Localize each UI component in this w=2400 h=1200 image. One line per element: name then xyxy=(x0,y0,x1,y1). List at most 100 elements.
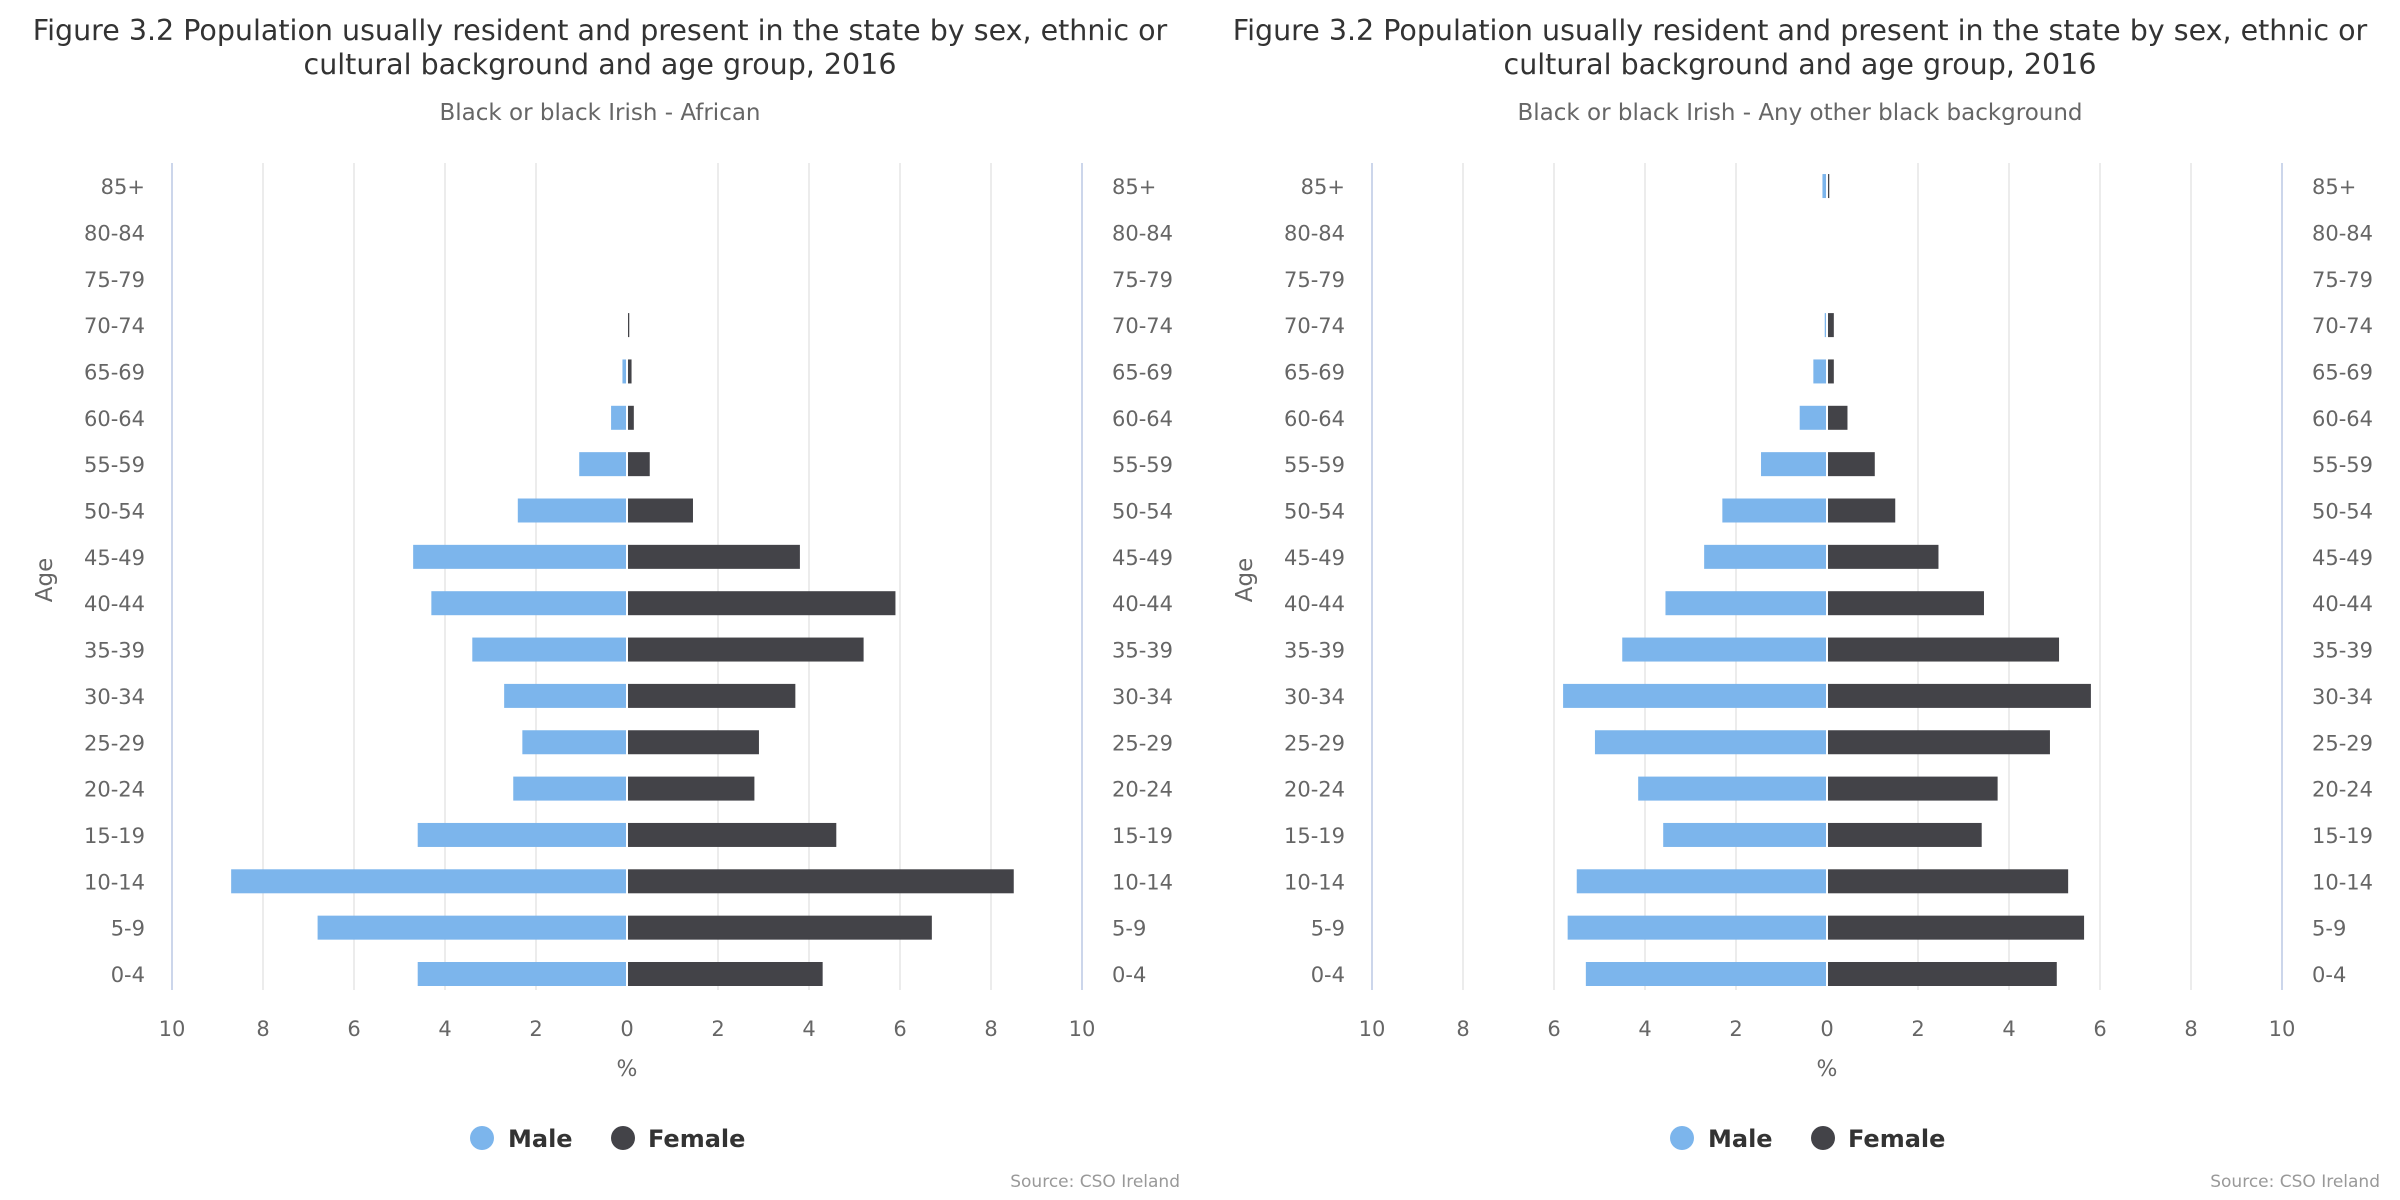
y-tick-label-left: 25-29 xyxy=(84,731,145,755)
bar-female[interactable] xyxy=(627,498,693,523)
bar-male[interactable] xyxy=(417,962,627,986)
bar-male[interactable] xyxy=(417,822,627,847)
bar-male[interactable] xyxy=(513,776,627,801)
bar-male[interactable] xyxy=(1761,452,1827,477)
source-credit[interactable]: Source: CSO Ireland xyxy=(1010,1172,1180,1192)
bar-female[interactable] xyxy=(1827,776,1998,801)
chart-panel-african: Figure 3.2 Population usually resident a… xyxy=(32,14,1180,1192)
x-tick-label: 0 xyxy=(620,1017,633,1041)
bar-female[interactable] xyxy=(627,822,837,847)
y-tick-label-left: 50-54 xyxy=(1284,500,1345,524)
y-tick-label-right: 65-69 xyxy=(2312,360,2373,384)
bar-male[interactable] xyxy=(1824,313,1827,338)
bar-male[interactable] xyxy=(1663,822,1827,847)
bar-female[interactable] xyxy=(1827,452,1875,477)
y-tick-label-right: 70-74 xyxy=(1112,314,1173,338)
bar-female[interactable] xyxy=(627,452,650,477)
bar-female[interactable] xyxy=(1827,683,2091,708)
x-tick-label: 4 xyxy=(802,1017,815,1041)
bar-male[interactable] xyxy=(1813,359,1827,384)
y-tick-label-right: 15-19 xyxy=(2312,824,2373,848)
bar-female[interactable] xyxy=(627,591,896,616)
bar-female[interactable] xyxy=(627,915,932,940)
bar-male[interactable] xyxy=(579,452,627,477)
bar-male[interactable] xyxy=(413,544,627,569)
y-tick-label-left: 45-49 xyxy=(1284,546,1345,570)
bar-male[interactable] xyxy=(517,498,627,523)
bar-female[interactable] xyxy=(1827,498,1896,523)
bar-female[interactable] xyxy=(1827,962,2057,986)
legend-label: Female xyxy=(1848,1125,1945,1153)
bar-male[interactable] xyxy=(1594,730,1827,755)
bar-female[interactable] xyxy=(627,637,864,662)
bar-male[interactable] xyxy=(431,591,627,616)
y-tick-label-right: 40-44 xyxy=(2312,592,2373,616)
legend-item-male[interactable]: Male xyxy=(470,1125,573,1153)
bar-male[interactable] xyxy=(1567,915,1827,940)
bar-male[interactable] xyxy=(317,915,627,940)
legend-item-female[interactable]: Female xyxy=(611,1125,745,1153)
bar-male[interactable] xyxy=(231,869,627,894)
bar-male[interactable] xyxy=(1638,776,1827,801)
y-tick-label-left: 0-4 xyxy=(1311,963,1345,987)
bar-male[interactable] xyxy=(472,637,627,662)
bar-male[interactable] xyxy=(1799,405,1827,430)
legend-marker xyxy=(611,1126,635,1150)
bar-female[interactable] xyxy=(1827,915,2085,940)
bar-female[interactable] xyxy=(627,869,1014,894)
x-tick-label: 4 xyxy=(2002,1017,2015,1041)
y-tick-label-right: 35-39 xyxy=(1112,639,1173,663)
bar-male[interactable] xyxy=(1665,591,1827,616)
chart-subtitle: Black or black Irish - African xyxy=(439,100,761,126)
bar-female[interactable] xyxy=(1827,822,1982,847)
bar-female[interactable] xyxy=(627,359,632,384)
bar-male[interactable] xyxy=(1576,869,1827,894)
bar-female[interactable] xyxy=(1827,174,1830,199)
y-tick-label-left: 65-69 xyxy=(84,360,145,384)
source-credit[interactable]: Source: CSO Ireland xyxy=(2210,1172,2380,1192)
y-tick-label-right: 75-79 xyxy=(1112,268,1173,292)
legend: Male Female xyxy=(470,1125,745,1153)
y-tick-label-right: 20-24 xyxy=(2312,778,2373,802)
y-tick-label-left: 75-79 xyxy=(1284,268,1345,292)
chart-panel-other-black: Figure 3.2 Population usually resident a… xyxy=(1200,0,2400,1200)
bar-female[interactable] xyxy=(627,313,630,338)
bar-male[interactable] xyxy=(1622,637,1827,662)
bar-female[interactable] xyxy=(1827,730,2050,755)
bar-female[interactable] xyxy=(627,683,796,708)
y-tick-label-left: 75-79 xyxy=(84,268,145,292)
y-tick-label-right: 70-74 xyxy=(2312,314,2373,338)
bar-female[interactable] xyxy=(1827,313,1834,338)
bar-female[interactable] xyxy=(627,405,634,430)
y-tick-label-left: 55-59 xyxy=(1284,453,1345,477)
bar-male[interactable] xyxy=(1704,544,1827,569)
pyramid-chart: 10 8 6 4 2 0 2 4 6 8 10 0-4 0-4 5-9 5-9 10-14 10-14 15-19… xyxy=(32,163,1173,1153)
y-tick-label-left: 80-84 xyxy=(84,221,145,245)
bar-female[interactable] xyxy=(627,730,759,755)
bar-female[interactable] xyxy=(627,962,823,986)
legend-item-male[interactable]: Male xyxy=(1670,1125,1773,1153)
y-tick-label-left: 15-19 xyxy=(1284,824,1345,848)
bar-male[interactable] xyxy=(622,359,627,384)
bar-male[interactable] xyxy=(1585,962,1827,986)
bar-female[interactable] xyxy=(627,776,755,801)
y-tick-label-left: 5-9 xyxy=(1311,917,1345,941)
bar-male[interactable] xyxy=(1563,683,1827,708)
y-tick-label-right: 25-29 xyxy=(1112,731,1173,755)
y-tick-label-left: 65-69 xyxy=(1284,360,1345,384)
bar-male[interactable] xyxy=(1722,498,1827,523)
bar-female[interactable] xyxy=(627,544,800,569)
bar-female[interactable] xyxy=(1827,359,1834,384)
bar-male[interactable] xyxy=(1822,174,1827,199)
bar-male[interactable] xyxy=(611,405,627,430)
y-tick-label-left: 80-84 xyxy=(1284,221,1345,245)
legend-item-female[interactable]: Female xyxy=(1811,1125,1945,1153)
bar-female[interactable] xyxy=(1827,405,1848,430)
bar-female[interactable] xyxy=(1827,637,2060,662)
bar-female[interactable] xyxy=(1827,591,1984,616)
bar-female[interactable] xyxy=(1827,544,1939,569)
bar-male[interactable] xyxy=(504,683,627,708)
bar-male[interactable] xyxy=(522,730,627,755)
bar-female[interactable] xyxy=(1827,869,2069,894)
y-tick-label-right: 35-39 xyxy=(2312,639,2373,663)
